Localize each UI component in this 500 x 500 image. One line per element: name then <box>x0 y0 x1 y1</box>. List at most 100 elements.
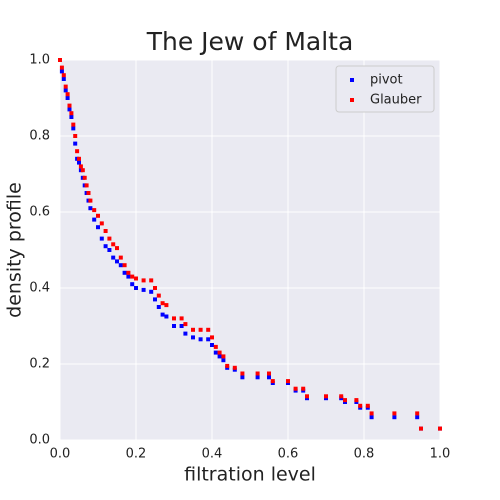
x-tick-label: 0.4 <box>202 447 223 462</box>
plot-area <box>60 60 440 440</box>
point <box>88 206 93 211</box>
point <box>240 375 245 380</box>
point <box>153 286 157 290</box>
point <box>183 331 188 336</box>
y-tick-label: 0.6 <box>29 205 50 220</box>
point <box>122 270 127 275</box>
point <box>99 221 104 226</box>
point <box>267 375 271 380</box>
point <box>206 337 211 342</box>
x-tick-label: 0.6 <box>278 447 299 462</box>
point <box>103 229 108 233</box>
point <box>84 183 89 188</box>
point <box>156 293 161 298</box>
x-tick-label: 1.0 <box>430 447 451 462</box>
point <box>149 289 154 294</box>
point <box>82 175 87 180</box>
y-tick-label: 0.8 <box>29 129 50 144</box>
point <box>324 394 328 399</box>
point <box>73 134 78 138</box>
point <box>191 327 195 332</box>
point <box>71 122 76 127</box>
y-tick-label: 0.2 <box>29 357 50 372</box>
point <box>126 274 131 279</box>
point <box>293 386 298 391</box>
chart-title: The Jew of Malta <box>146 27 354 56</box>
point <box>141 278 146 283</box>
point <box>134 276 138 281</box>
point <box>67 107 72 112</box>
point <box>115 246 119 251</box>
point <box>270 379 275 384</box>
point <box>118 263 123 268</box>
point <box>92 217 97 222</box>
point <box>107 248 112 252</box>
point <box>111 242 116 247</box>
point <box>59 69 64 74</box>
point <box>96 213 100 218</box>
point <box>126 270 131 275</box>
y-tick-label: 1.0 <box>29 53 50 68</box>
point <box>149 278 154 283</box>
point <box>73 141 78 146</box>
point <box>217 350 222 355</box>
point <box>80 168 85 173</box>
x-tick-label: 0.0 <box>50 447 71 462</box>
point <box>255 371 260 376</box>
point <box>115 259 119 264</box>
point <box>71 126 76 131</box>
point <box>88 198 93 203</box>
point <box>164 303 169 308</box>
x-axis-label: filtration level <box>184 464 316 486</box>
point <box>63 88 68 93</box>
point <box>179 316 184 321</box>
point <box>141 287 146 292</box>
legend-label: Glauber <box>370 93 422 108</box>
point <box>339 394 344 399</box>
point <box>354 398 359 403</box>
point <box>198 327 203 332</box>
point <box>75 149 80 154</box>
point <box>69 115 74 119</box>
point <box>96 225 100 230</box>
point <box>164 314 169 319</box>
point <box>198 337 203 342</box>
point <box>134 286 138 290</box>
point <box>206 327 211 332</box>
point <box>77 160 81 165</box>
legend-marker <box>350 98 354 102</box>
point <box>210 335 214 340</box>
point <box>267 371 271 376</box>
point <box>92 208 97 213</box>
point <box>160 301 165 306</box>
point <box>369 415 374 420</box>
x-tick-label: 0.8 <box>354 447 375 462</box>
point <box>286 379 290 384</box>
point <box>103 244 108 249</box>
point <box>61 73 66 78</box>
point <box>365 403 370 408</box>
point <box>59 65 64 70</box>
point <box>86 191 91 195</box>
point <box>255 375 260 380</box>
point <box>78 164 83 169</box>
point <box>160 312 165 317</box>
point <box>221 358 226 363</box>
point <box>58 58 62 62</box>
point <box>130 274 135 279</box>
point <box>240 371 245 376</box>
legend-box <box>335 65 435 113</box>
point <box>213 350 218 355</box>
point <box>415 411 420 416</box>
point <box>118 255 123 260</box>
point <box>172 316 176 321</box>
point <box>217 354 222 359</box>
point <box>122 263 127 268</box>
point <box>213 344 218 349</box>
point <box>61 77 66 81</box>
point <box>63 84 68 89</box>
point <box>77 156 81 161</box>
point <box>172 324 176 328</box>
legend-label: pivot <box>370 73 403 88</box>
point <box>392 411 397 416</box>
